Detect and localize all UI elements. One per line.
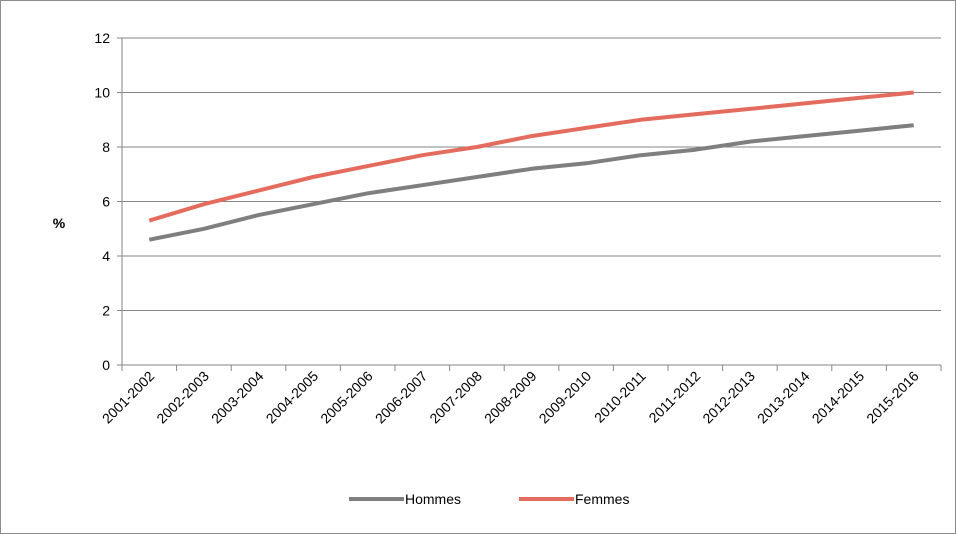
x-tick-label: 2008-2009 [481, 368, 540, 427]
x-tick-label: 2015-2016 [863, 368, 922, 427]
legend: Hommes Femmes [349, 491, 629, 507]
axes [117, 37, 942, 371]
legend-label-femmes: Femmes [575, 491, 629, 507]
series-line-hommes [148, 123, 914, 242]
x-tick-labels: 2001-20022002-20032003-20042004-20052005… [99, 368, 922, 427]
y-tick-label: 0 [102, 357, 110, 373]
x-tick-label: 2007-2008 [426, 368, 485, 427]
x-tick-label: 2001-2002 [99, 368, 158, 427]
y-tick-label: 12 [94, 30, 110, 46]
x-tick-label: 2003-2004 [208, 368, 267, 427]
y-tick-label: 8 [102, 139, 110, 155]
y-axis-title: % [53, 215, 66, 231]
x-tick-label: 2010-2011 [591, 368, 649, 426]
x-tick-label: 2006-2007 [372, 368, 431, 427]
x-tick-label: 2013-2014 [754, 368, 813, 427]
series-lines [148, 90, 914, 242]
y-tick-labels: 0 2 4 6 8 10 12 [94, 30, 110, 373]
x-tick-label: 2009-2010 [536, 368, 595, 427]
y-tick-label: 10 [94, 85, 110, 101]
y-tick-label: 6 [102, 194, 110, 210]
x-tick-label: 2011-2012 [645, 368, 703, 426]
gridlines [122, 37, 941, 311]
legend-label-hommes: Hommes [405, 491, 461, 507]
x-tick-label: 2002-2003 [153, 368, 212, 427]
x-tick-label: 2012-2013 [699, 368, 758, 427]
x-tick-label: 2004-2005 [263, 368, 322, 427]
series-line-femmes [148, 90, 914, 223]
y-tick-label: 2 [102, 303, 110, 319]
x-tick-label: 2014-2015 [809, 368, 868, 427]
y-tick-label: 4 [102, 248, 110, 264]
x-tick-label: 2005-2006 [317, 368, 376, 427]
